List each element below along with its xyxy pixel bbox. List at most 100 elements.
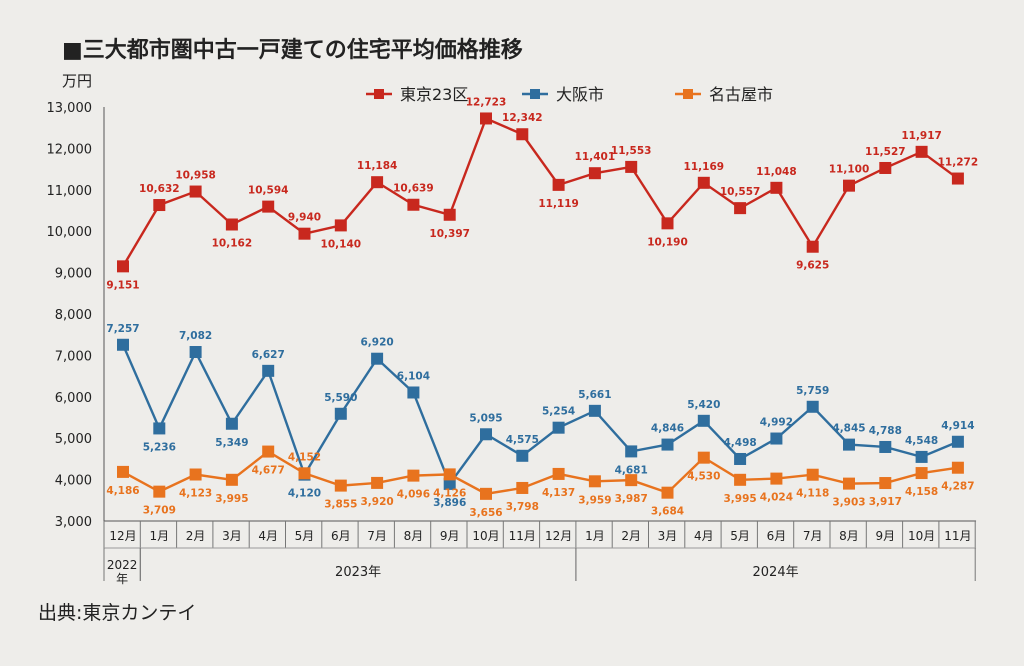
x-tick-label: 5月 xyxy=(730,529,750,543)
x-tick-label: 4月 xyxy=(694,529,714,543)
data-point xyxy=(189,468,202,481)
data-label: 3,896 xyxy=(433,497,466,509)
x-tick-label: 7月 xyxy=(367,529,387,543)
x-tick-label: 2月 xyxy=(186,529,206,543)
data-label: 3,656 xyxy=(469,507,502,519)
legend-marker xyxy=(530,89,540,99)
x-tick-label: 1月 xyxy=(585,529,605,543)
data-point xyxy=(443,468,456,481)
data-label: 3,798 xyxy=(506,501,539,513)
data-label: 4,126 xyxy=(433,487,466,499)
data-point xyxy=(371,352,384,365)
data-label: 5,759 xyxy=(796,385,829,397)
data-label: 11,553 xyxy=(611,145,652,157)
data-label: 4,846 xyxy=(651,423,684,435)
data-point xyxy=(915,467,928,480)
data-point xyxy=(262,445,275,458)
data-label: 7,082 xyxy=(179,330,212,342)
data-point xyxy=(262,200,275,213)
y-tick-label: 9,000 xyxy=(55,267,92,282)
data-label: 10,639 xyxy=(393,183,434,195)
legend-marker xyxy=(374,89,384,99)
data-point xyxy=(951,435,964,448)
data-label: 9,940 xyxy=(288,212,321,224)
data-point xyxy=(516,481,529,494)
data-label: 4,992 xyxy=(760,417,793,429)
x-tick-label: 6月 xyxy=(767,529,787,543)
data-point xyxy=(625,474,638,487)
data-point xyxy=(951,172,964,185)
data-point xyxy=(298,467,311,480)
data-label: 5,254 xyxy=(542,406,575,418)
data-point xyxy=(879,477,892,490)
data-point xyxy=(371,476,384,489)
data-label: 4,287 xyxy=(941,481,974,493)
data-label: 11,119 xyxy=(538,198,579,210)
data-label: 11,917 xyxy=(901,130,942,142)
data-label: 10,557 xyxy=(720,186,761,198)
data-point xyxy=(443,208,456,221)
data-label: 10,594 xyxy=(248,185,289,197)
data-point xyxy=(153,199,166,212)
year-group-label: 2024年 xyxy=(753,565,799,580)
data-label: 4,788 xyxy=(869,425,902,437)
data-point xyxy=(697,451,710,464)
data-label: 4,845 xyxy=(832,423,865,435)
data-label: 5,236 xyxy=(143,441,176,453)
data-label: 11,184 xyxy=(357,160,398,172)
series-2: 7,257 5,236 7,082 5,349 6,627 4,120 5,590 6,920… xyxy=(106,323,974,509)
data-point xyxy=(806,240,819,253)
data-label: 3,917 xyxy=(869,496,902,508)
y-tick-label: 12,000 xyxy=(47,142,93,157)
data-point xyxy=(117,260,129,273)
data-label: 12,342 xyxy=(502,112,543,124)
data-label: 7,257 xyxy=(106,323,139,335)
data-label: 9,151 xyxy=(106,279,139,291)
data-label: 3,995 xyxy=(723,493,756,505)
data-label: 11,048 xyxy=(756,166,797,178)
x-tick-label: 1月 xyxy=(149,529,169,543)
data-label: 4,681 xyxy=(615,464,648,476)
x-tick-label: 5月 xyxy=(295,529,315,543)
y-tick-label: 7,000 xyxy=(55,349,92,364)
data-point xyxy=(189,185,202,198)
data-point xyxy=(516,128,529,141)
y-tick-label: 11,000 xyxy=(47,184,93,199)
x-tick-label: 7月 xyxy=(803,529,823,543)
legend-label: 名古屋市 xyxy=(709,85,773,104)
data-label: 3,684 xyxy=(651,506,684,518)
data-point xyxy=(588,404,601,417)
y-tick-label: 4,000 xyxy=(55,474,92,489)
data-label: 9,625 xyxy=(796,260,829,272)
x-tick-label: 9月 xyxy=(875,529,895,543)
data-point xyxy=(552,467,565,480)
data-label: 3,903 xyxy=(832,497,865,509)
data-label: 4,096 xyxy=(397,489,430,501)
x-tick-label: 2月 xyxy=(621,529,641,543)
data-label: 3,709 xyxy=(143,505,176,517)
data-point xyxy=(697,176,710,189)
x-tick-label: 9月 xyxy=(440,529,460,543)
data-label: 10,632 xyxy=(139,183,180,195)
data-point xyxy=(153,485,166,498)
data-point xyxy=(407,469,420,482)
data-label: 11,100 xyxy=(829,164,870,176)
x-tick-label: 10月 xyxy=(908,529,935,543)
data-point xyxy=(334,407,347,420)
data-point xyxy=(661,217,674,230)
data-label: 11,401 xyxy=(575,151,616,163)
y-tick-label: 5,000 xyxy=(55,432,92,447)
series-line xyxy=(122,450,959,496)
data-label: 3,987 xyxy=(615,493,648,505)
legend: 東京23区 大阪市 名古屋市 xyxy=(366,85,773,104)
data-point xyxy=(480,428,492,441)
x-tick-label: 3月 xyxy=(658,529,678,543)
data-label: 3,855 xyxy=(324,499,357,511)
data-point xyxy=(225,218,238,231)
data-label: 4,137 xyxy=(542,487,575,499)
data-label: 3,995 xyxy=(215,493,248,505)
